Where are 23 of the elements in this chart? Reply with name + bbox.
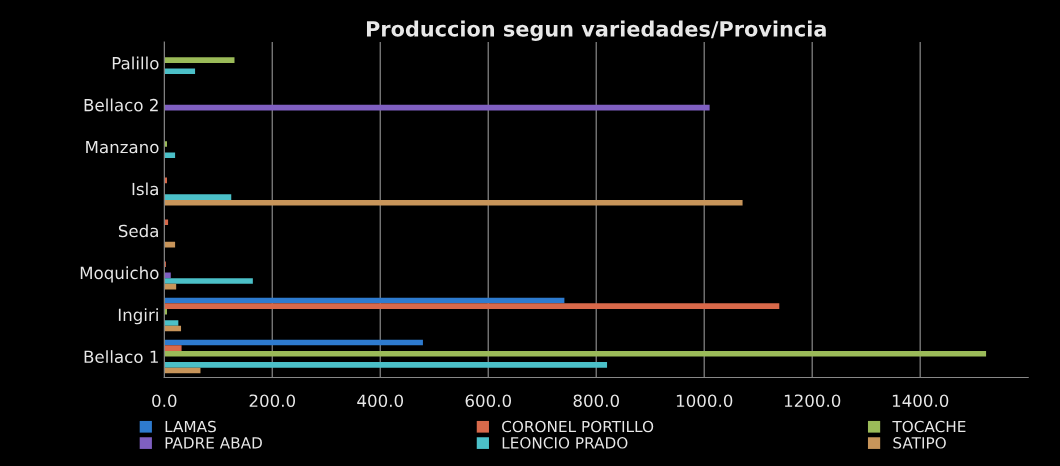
y-tick-label: Seda — [118, 224, 158, 238]
x-tick-label: 200.0 — [249, 394, 296, 408]
x-tick-label: 0.0 — [152, 394, 177, 408]
legend-label: PADRE ABAD — [165, 437, 262, 449]
y-tick-label: Palillo — [112, 56, 159, 70]
y-tick-label: Bellaco 1 — [84, 350, 158, 364]
x-tick-label: 1200.0 — [784, 394, 841, 408]
y-tick-label: Ingiri — [118, 308, 158, 325]
x-tick-label: 800.0 — [573, 394, 619, 408]
legend-label: SATIPO — [893, 437, 946, 449]
x-tick-label: 1000.0 — [676, 394, 733, 408]
chart-title: Produccion segun variedades/Provincia — [366, 20, 826, 41]
x-tick-label: 1400.0 — [892, 394, 949, 408]
legend-label: LEONCIO PRADO — [502, 437, 628, 449]
x-tick-label: 400.0 — [357, 394, 404, 408]
legend-label: TOCACHE — [892, 420, 966, 433]
x-tick-label: 600.0 — [465, 394, 512, 408]
legend-label: CORONEL PORTILLO — [502, 420, 654, 433]
y-tick-label: Manzano — [86, 140, 159, 154]
y-tick-label: Bellaco 2 — [84, 98, 158, 112]
legend-label: LAMAS — [165, 420, 216, 433]
y-tick-label: Isla — [132, 182, 158, 196]
y-tick-label: Moquicho — [80, 266, 159, 283]
